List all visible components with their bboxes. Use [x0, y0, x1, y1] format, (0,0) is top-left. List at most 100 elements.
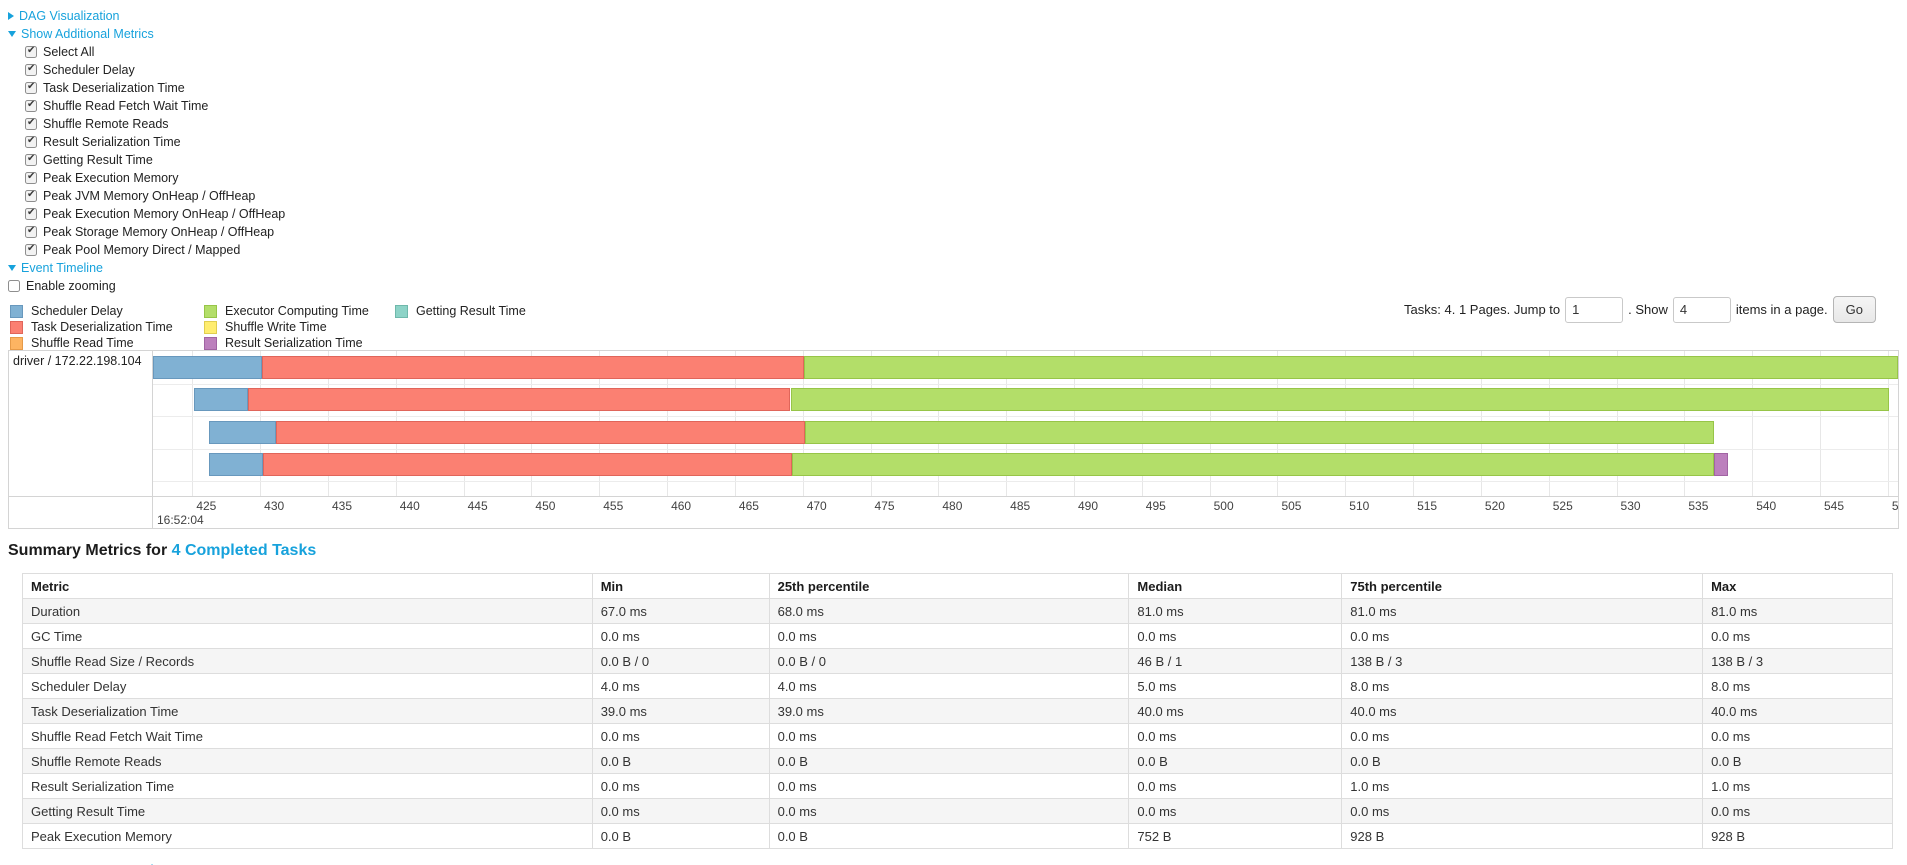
checkbox-icon[interactable]	[25, 135, 37, 148]
metric-value-cell: 0.0 ms	[1341, 623, 1704, 649]
metric-checkbox-label: Scheduler Delay	[43, 63, 135, 77]
items-per-page-input[interactable]	[1672, 296, 1731, 323]
legend-label: Getting Result Time	[416, 304, 526, 318]
go-button[interactable]: Go	[1832, 296, 1876, 323]
show-additional-metrics-toggle[interactable]: Show Additional Metrics	[8, 25, 285, 43]
legend-item: Task Deserialization Time	[10, 319, 204, 335]
axis-tick-label: 430	[264, 499, 285, 513]
metric-value-cell: 0.0 B / 0	[591, 648, 770, 674]
chevron-down-icon	[8, 265, 16, 271]
axis-tick-label: 485	[1010, 499, 1031, 513]
axis-tick-label: 440	[399, 499, 420, 513]
enable-zooming-label: Enable zooming	[26, 279, 116, 293]
metric-checkbox-label: Task Deserialization Time	[43, 81, 185, 95]
enable-zooming-checkbox[interactable]: Enable zooming	[8, 277, 285, 295]
axis-tick-label: 525	[1552, 499, 1573, 513]
checkbox-icon[interactable]	[25, 171, 37, 184]
axis-tick-label: 495	[1145, 499, 1166, 513]
metric-checkbox-item[interactable]: Task Deserialization Time	[25, 79, 285, 97]
metric-checkbox-label: Peak Execution Memory OnHeap / OffHeap	[43, 207, 286, 221]
metric-value-cell: 46 B / 1	[1128, 648, 1343, 674]
metric-checkbox-item[interactable]: Getting Result Time	[25, 151, 285, 169]
row-separator-line	[153, 481, 1898, 482]
legend-label: Scheduler Delay	[31, 304, 123, 318]
table-row: Shuffle Remote Reads 0.0 B 0.0 B 0.0 B 0.0 B…	[22, 748, 1893, 774]
metric-checkbox-item[interactable]: Shuffle Read Fetch Wait Time	[25, 97, 285, 115]
row-separator-line	[153, 416, 1898, 417]
metric-value-cell: 0.0 B	[591, 823, 770, 849]
metric-checkbox-item[interactable]: Result Serialization Time	[25, 133, 285, 151]
metric-checkbox-item[interactable]: Peak Execution Memory OnHeap / OffHeap	[25, 205, 285, 223]
metric-name-cell: GC Time	[22, 623, 593, 649]
metric-value-cell: 0.0 ms	[1702, 623, 1893, 649]
table-column-header[interactable]: Min	[591, 573, 770, 599]
dag-visualization-toggle[interactable]: DAG Visualization	[8, 7, 285, 25]
checkbox-icon[interactable]	[25, 63, 37, 76]
legend-item: Result Serialization Time	[204, 335, 395, 351]
metric-value-cell: 81.0 ms	[1702, 598, 1893, 624]
table-column-header[interactable]: 25th percentile	[768, 573, 1130, 599]
checkbox-icon[interactable]	[25, 207, 37, 220]
metric-checkbox-item[interactable]: Select All	[25, 43, 285, 61]
legend-label: Task Deserialization Time	[31, 320, 173, 334]
metric-name-cell: Getting Result Time	[22, 798, 593, 824]
legend-color-swatch	[395, 304, 408, 318]
dag-visualization-link[interactable]: DAG Visualization	[19, 9, 120, 23]
axis-separator-line	[9, 496, 1898, 497]
table-header-row: Metric Min 25th percentile Median 75th perce…	[22, 573, 1893, 599]
metric-value-cell: 1.0 ms	[1702, 773, 1893, 799]
metric-value-cell: 8.0 ms	[1702, 673, 1893, 699]
metric-checkbox-label: Shuffle Remote Reads	[43, 117, 169, 131]
table-row: Getting Result Time 0.0 ms 0.0 ms 0.0 ms 0.0…	[22, 798, 1893, 824]
jump-to-page-input[interactable]	[1565, 296, 1624, 323]
checkbox-icon[interactable]	[25, 153, 37, 166]
event-timeline-link[interactable]: Event Timeline	[21, 261, 103, 275]
metric-value-cell: 81.0 ms	[1341, 598, 1704, 624]
metric-name-cell: Shuffle Read Size / Records	[22, 648, 593, 674]
checkbox-icon[interactable]	[25, 189, 37, 202]
checkbox-icon[interactable]	[25, 99, 37, 112]
checkbox-icon[interactable]	[25, 81, 37, 94]
metric-value-cell: 39.0 ms	[768, 698, 1130, 724]
legend-item: Executor Computing Time	[204, 303, 395, 319]
checkbox-icon[interactable]	[8, 280, 20, 292]
show-additional-metrics-link[interactable]: Show Additional Metrics	[21, 27, 154, 41]
metric-name-cell: Duration	[22, 598, 593, 624]
metric-value-cell: 0.0 ms	[1341, 723, 1704, 749]
checkbox-icon[interactable]	[25, 45, 37, 58]
completed-tasks-link[interactable]: 4 Completed Tasks	[171, 542, 317, 559]
timeline-bar-task-deserialization	[261, 355, 805, 379]
timeline-bar-executor-computing	[791, 453, 1715, 476]
grid-line	[1752, 351, 1754, 496]
event-timeline-toggle[interactable]: Event Timeline	[8, 259, 285, 277]
table-column-header[interactable]: Median	[1128, 573, 1343, 599]
metric-checkbox-item[interactable]: Shuffle Remote Reads	[25, 115, 285, 133]
timeline-group-column: driver / 172.22.198.104	[9, 351, 153, 528]
checkbox-icon[interactable]	[25, 117, 37, 130]
metric-checkbox-item[interactable]: Peak Storage Memory OnHeap / OffHeap	[25, 223, 285, 241]
clipped-next-section-link[interactable]: Aggregated	[148, 862, 160, 865]
table-row: Shuffle Read Fetch Wait Time 0.0 ms 0.0 ms…	[22, 723, 1893, 749]
metric-checkbox-item[interactable]: Peak JVM Memory OnHeap / OffHeap	[25, 187, 285, 205]
metric-checkbox-label: Peak Storage Memory OnHeap / OffHeap	[43, 225, 275, 239]
checkbox-icon[interactable]	[25, 225, 37, 238]
metric-value-cell: 0.0 B / 0	[768, 648, 1130, 674]
metric-value-cell: 138 B / 3	[1341, 648, 1704, 674]
metric-name-cell: Peak Execution Memory	[22, 823, 593, 849]
metric-checkbox-item[interactable]: Scheduler Delay	[25, 61, 285, 79]
metric-checkbox-item[interactable]: Peak Pool Memory Direct / Mapped	[25, 241, 285, 259]
timeline-bar-task-deserialization	[276, 420, 806, 444]
tasks-count-text: Tasks: 4. 1 Pages. Jump to	[1404, 302, 1561, 317]
metric-checkbox-label: Shuffle Read Fetch Wait Time	[43, 99, 209, 113]
table-column-header[interactable]: Metric	[22, 573, 593, 599]
metric-value-cell: 0.0 B	[768, 748, 1130, 774]
table-column-header[interactable]: Max	[1702, 573, 1893, 599]
timeline-bar-task-deserialization	[247, 388, 791, 411]
metric-checkbox-item[interactable]: Peak Execution Memory	[25, 169, 285, 187]
metric-value-cell: 39.0 ms	[591, 698, 770, 724]
metric-value-cell: 752 B	[1128, 823, 1343, 849]
table-column-header[interactable]: 75th percentile	[1341, 573, 1704, 599]
metric-value-cell: 0.0 ms	[591, 623, 770, 649]
timeline-bar-task-deserialization	[262, 453, 792, 476]
checkbox-icon[interactable]	[25, 243, 37, 256]
